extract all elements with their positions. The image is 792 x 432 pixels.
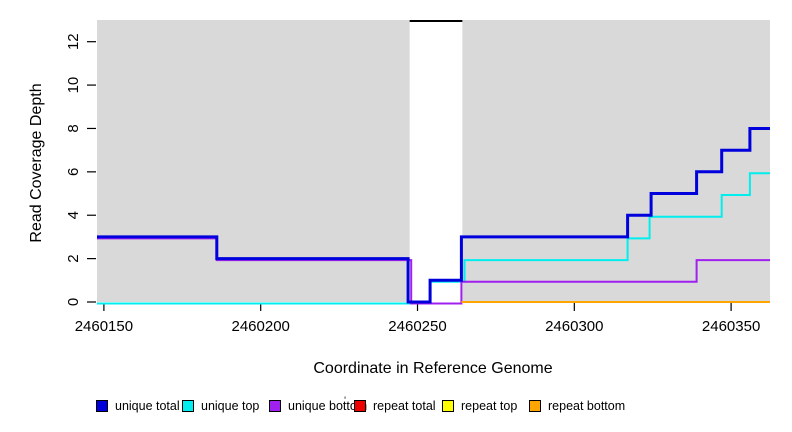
y-tick-label: 12 xyxy=(65,33,82,50)
y-tick-label: 8 xyxy=(65,124,82,132)
highlight-band xyxy=(409,20,463,302)
series-unique-total xyxy=(97,127,770,304)
x-tick-label: 2460250 xyxy=(388,318,446,335)
y-tick-label: 0 xyxy=(65,298,82,306)
x-axis-title: Coordinate in Reference Genome xyxy=(313,360,552,377)
y-tick-label: 10 xyxy=(65,77,82,94)
y-axis-title: Read Coverage Depth xyxy=(28,83,45,242)
x-tick-label: 2460200 xyxy=(231,318,289,335)
y-tick-label: 2 xyxy=(65,254,82,262)
x-tick-label: 2460300 xyxy=(545,318,603,335)
y-tick-label: 4 xyxy=(65,211,82,219)
y-tick-label: 6 xyxy=(65,168,82,176)
x-tick-label: 2460350 xyxy=(702,318,760,335)
x-tick-label: 2460150 xyxy=(75,318,133,335)
